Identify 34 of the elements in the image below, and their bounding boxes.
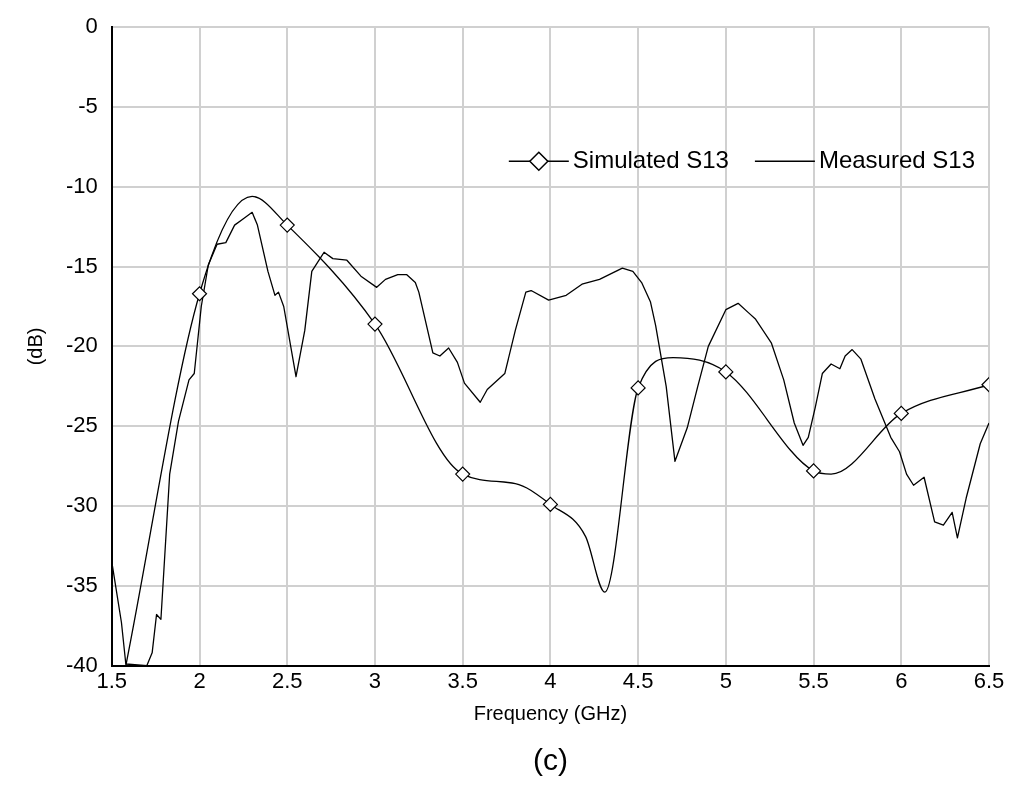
point bbox=[805, 463, 822, 479]
point bbox=[367, 316, 383, 332]
y-tick-label: -30 bbox=[66, 492, 98, 518]
y-tick-label: -25 bbox=[66, 412, 98, 438]
point bbox=[542, 496, 558, 512]
y-axis-title: (dB) bbox=[23, 327, 46, 366]
x-tick-label: 3.5 bbox=[447, 667, 478, 693]
legend-label: Measured S13 bbox=[818, 145, 975, 173]
y-tick-label: -5 bbox=[78, 93, 98, 119]
x-tick-label: 6 bbox=[895, 667, 908, 693]
x-tick-label: 2 bbox=[193, 667, 206, 693]
y-tick-label: -40 bbox=[66, 651, 98, 677]
y-tick-label: -20 bbox=[66, 332, 98, 358]
point bbox=[455, 466, 471, 482]
point bbox=[893, 405, 909, 422]
x-tick-label: 3 bbox=[368, 667, 382, 693]
legend-label: Simulated S13 bbox=[572, 145, 729, 173]
y-tick-label: -15 bbox=[66, 252, 98, 278]
x-tick-label: 6.5 bbox=[973, 667, 1005, 693]
point bbox=[191, 286, 208, 302]
text: (c) bbox=[532, 743, 568, 776]
x-tick-label: 2.5 bbox=[271, 667, 303, 693]
x-tick-label: 4 bbox=[544, 667, 557, 693]
x-tick-label: 5 bbox=[719, 667, 732, 693]
y-tick-label: -10 bbox=[66, 172, 98, 198]
point bbox=[279, 217, 295, 233]
y-tick-label: 0 bbox=[85, 13, 98, 39]
x-tick-label: 1.5 bbox=[96, 667, 128, 693]
point bbox=[630, 380, 646, 396]
x-axis-title: Frequency (GHz) bbox=[473, 701, 628, 724]
y-tick-label: -35 bbox=[66, 571, 98, 597]
x-tick-label: 4.5 bbox=[622, 667, 654, 693]
x-tick-label: 5.5 bbox=[798, 667, 829, 693]
point bbox=[718, 364, 734, 380]
